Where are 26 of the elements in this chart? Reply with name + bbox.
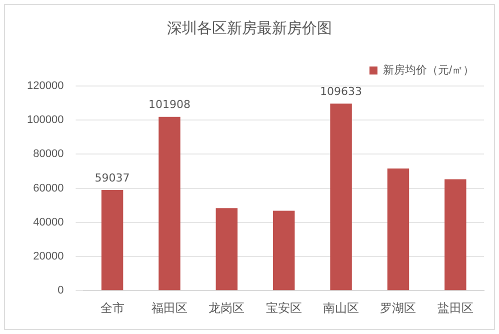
x-tick-label: 盐田区 [437,301,474,316]
chart-title: 深圳各区新房最新房价图 [166,19,333,38]
x-tick-label: 龙岗区 [208,301,245,316]
x-tick-label: 福田区 [151,301,188,316]
y-tick-label: 40000 [33,216,64,228]
y-tick-label: 80000 [33,148,64,160]
x-tick-label: 南山区 [323,301,360,316]
y-tick-label: 60000 [33,182,64,194]
y-tick-label: 100000 [26,114,64,126]
legend-label: 新房均价（元/㎡） [382,64,474,77]
data-label: 101908 [148,98,190,112]
bar [216,208,238,290]
bar [387,168,410,290]
data-label: 59037 [94,171,130,184]
x-tick-label: 宝安区 [266,301,302,316]
data-label: 109633 [320,85,362,98]
y-tick-label: 120000 [26,80,64,92]
y-tick-label: 20000 [33,250,64,263]
bar [444,179,466,290]
x-tick-label: 罗湖区 [380,301,416,316]
x-tick-label: 全市 [100,301,124,316]
bar [101,190,124,290]
bar [272,210,295,290]
bar [330,104,352,290]
y-tick-label: 0 [58,284,64,297]
bar [158,116,180,290]
